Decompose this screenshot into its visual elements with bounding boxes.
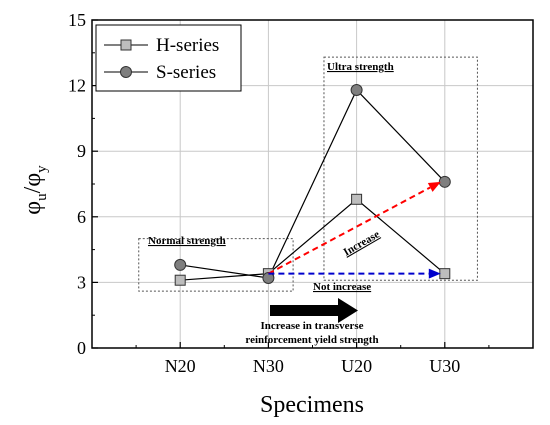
x-tick-label-n20: N20 [165, 356, 196, 376]
increase-arrow-head [427, 181, 441, 192]
y-axis-title: φu/φy [20, 165, 50, 215]
x-tick-label-u30: U30 [429, 356, 460, 376]
y-tick-label: 15 [68, 10, 86, 30]
svg-text:φu/φy: φu/φy [20, 165, 50, 215]
legend: H-series S-series [95, 24, 242, 92]
normal-strength-box [138, 238, 294, 292]
y-tick-label: 3 [77, 272, 86, 292]
series-layer [174, 83, 451, 286]
ultra-strength-box [323, 56, 478, 281]
legend-s-label: S-series [156, 62, 216, 83]
axis-ticks: 0 3 6 9 12 15 N20 N30 U20 U30 [68, 10, 490, 376]
legend-h-marker [120, 39, 132, 51]
not-increase-arrow-head [428, 268, 441, 279]
y-tick-label: 12 [68, 76, 86, 96]
y-axis-title-sub-u: u [34, 193, 50, 201]
annotation-normal-strength: Normal strength [148, 235, 226, 247]
y-axis-title-phi: φ [20, 201, 46, 215]
arrow-layer [267, 181, 441, 279]
point-h-series [174, 274, 186, 286]
series-line-h-series [180, 198, 446, 281]
point-s-series [350, 83, 363, 96]
legend-box [95, 24, 242, 92]
legend-h-label: H-series [156, 35, 219, 56]
point-h-series [351, 193, 363, 205]
x-tick-label-n30: N30 [253, 356, 284, 376]
annotation-ultra-strength: Ultra strength [327, 61, 394, 73]
transverse-label-line2: reinforcement yield strength [245, 334, 378, 346]
increase-arrow-line [267, 186, 431, 275]
annotation-boxes [138, 56, 478, 292]
y-axis-title-sub-y: y [34, 165, 50, 173]
y-tick-label: 6 [77, 207, 86, 227]
point-s-series [174, 258, 187, 271]
point-s-series [438, 175, 451, 188]
y-axis-title-slash: /φ [20, 173, 46, 194]
point-h-series [439, 268, 451, 280]
y-tick-label: 0 [77, 338, 86, 358]
transverse-arrow [270, 298, 358, 323]
transverse-label-line1: Increase in transverse [260, 320, 363, 332]
series-line-s-series [180, 88, 446, 279]
y-tick-label: 9 [77, 141, 86, 161]
legend-s-marker [120, 66, 132, 78]
x-tick-label-u20: U20 [341, 356, 372, 376]
annotation-not-increase: Not increase [313, 281, 371, 293]
x-axis-title: Specimens [260, 392, 364, 418]
